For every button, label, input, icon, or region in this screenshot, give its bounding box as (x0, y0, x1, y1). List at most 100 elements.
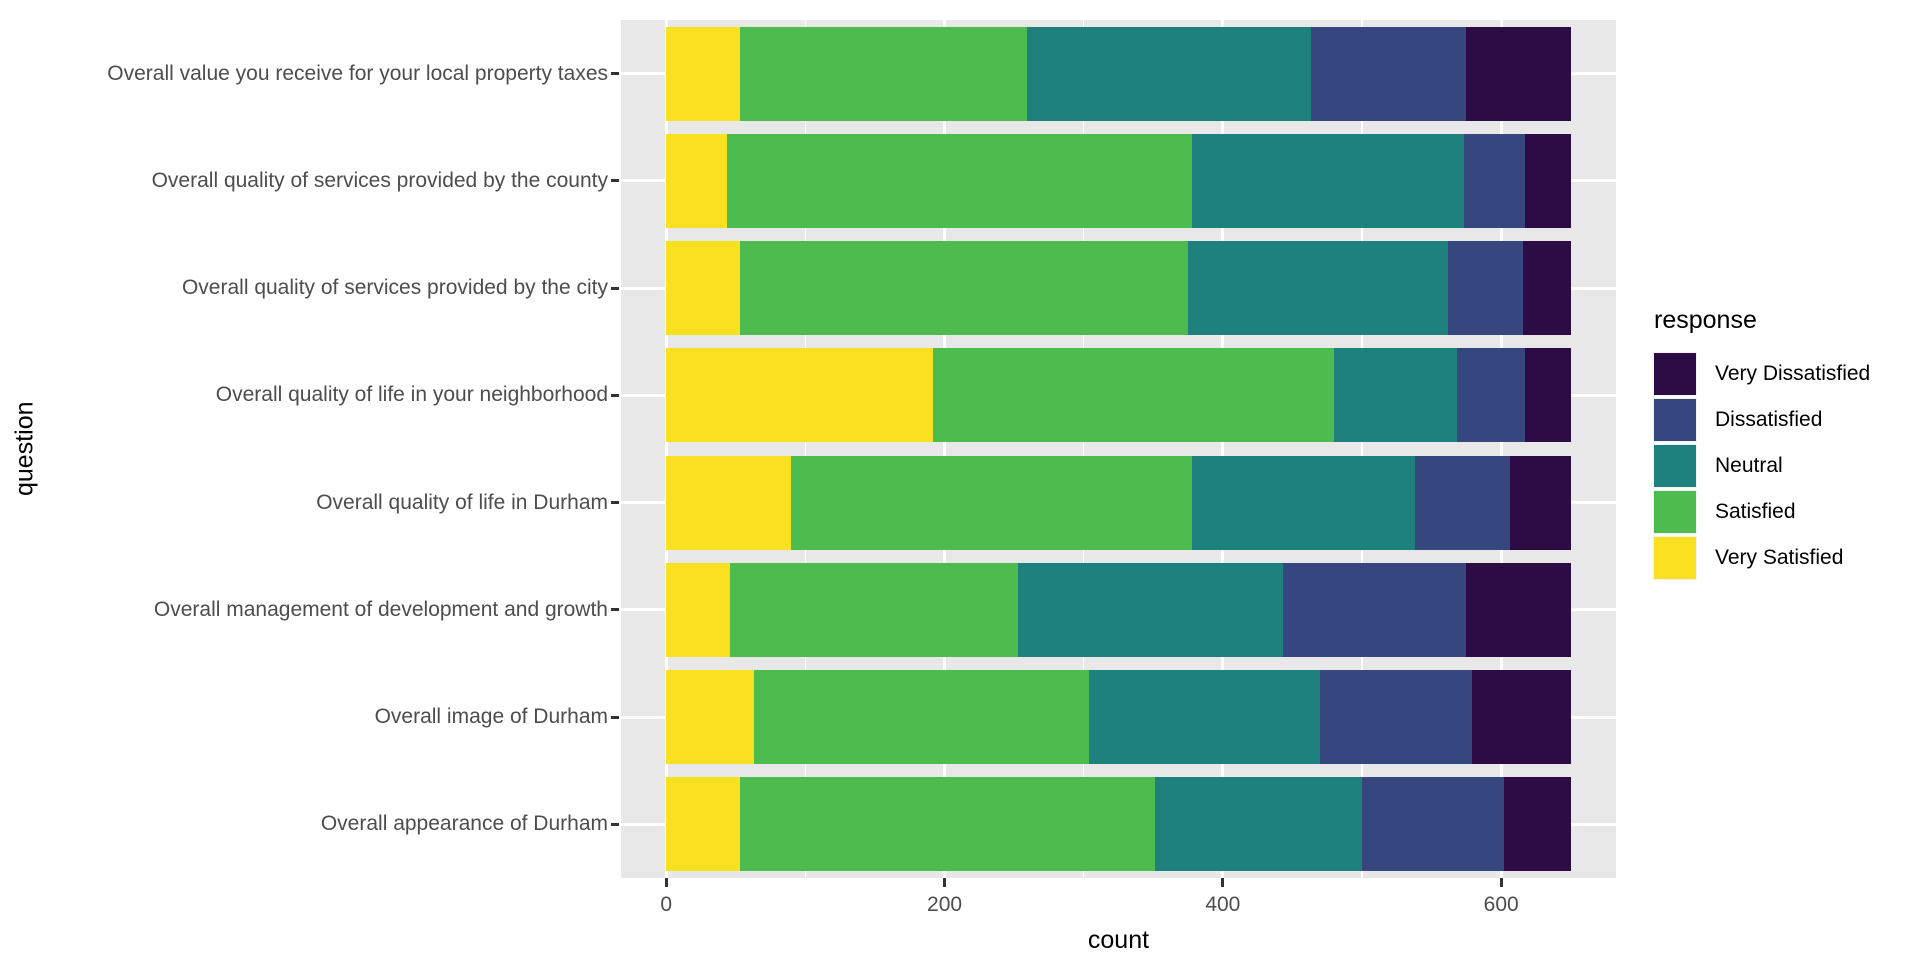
bar-segment-very-dissatisfied (1524, 133, 1571, 228)
bar-segment-very-dissatisfied (1524, 348, 1571, 443)
y-tick-mark-7 (611, 822, 619, 826)
bar-segment-very-satisfied (666, 348, 934, 443)
bar-segment-very-dissatisfied (1466, 26, 1571, 121)
legend-item-neutral: Neutral (1654, 443, 1920, 489)
x-tick-label-200: 200 (927, 893, 963, 916)
major-gridline-x-200 (943, 20, 947, 878)
bar-segment-satisfied (727, 133, 1193, 228)
legend-key-swatch-satisfied (1654, 491, 1696, 533)
legend-item-satisfied: Satisfied (1654, 489, 1920, 535)
bar-segment-very-dissatisfied (1503, 777, 1571, 872)
major-gridline-x-0 (664, 20, 668, 878)
legend-label: Very Dissatisfied (1715, 362, 1871, 385)
bar-segment-dissatisfied (1282, 562, 1467, 657)
bar-segment-very-satisfied (666, 562, 731, 657)
x-axis-title: count (1087, 926, 1150, 954)
legend-label: Dissatisfied (1715, 408, 1823, 431)
bar-row-1 (666, 133, 1571, 228)
bar-segment-satisfied (753, 670, 1090, 765)
legend: response Very Dissatisfied Dissatisfied Ne… (1654, 306, 1920, 581)
bar-segment-neutral (1334, 348, 1457, 443)
bar-segment-very-dissatisfied (1523, 241, 1571, 336)
x-tick-mark-600 (1499, 878, 1503, 887)
bar-segment-satisfied (730, 562, 1019, 657)
bar-row-6 (666, 670, 1571, 765)
bar-segment-satisfied (739, 241, 1189, 336)
legend-key-swatch-very-satisfied (1654, 537, 1696, 579)
y-axis-title: question (10, 401, 39, 497)
bar-segment-neutral (1192, 455, 1415, 550)
bar-segment-dissatisfied (1456, 348, 1525, 443)
bar-segment-very-dissatisfied (1471, 670, 1571, 765)
legend-item-very-satisfied: Very Satisfied (1654, 535, 1920, 581)
legend-items: Very Dissatisfied Dissatisfied Neutral Sati… (1654, 351, 1920, 581)
bar-row-7 (666, 777, 1571, 872)
y-axis-label-4: Overall quality of life in Durham (316, 490, 608, 514)
y-axis-label-2: Overall quality of services provided by … (181, 276, 608, 300)
bar-segment-neutral (1018, 562, 1283, 657)
bar-segment-satisfied (933, 348, 1335, 443)
x-tick-mark-0 (664, 878, 668, 887)
bar-segment-dissatisfied (1448, 241, 1524, 336)
major-gridline-x-400 (1221, 20, 1225, 878)
y-tick-mark-5 (611, 608, 619, 612)
bar-segment-dissatisfied (1463, 133, 1525, 228)
y-tick-mark-3 (611, 393, 619, 397)
bar-segment-very-satisfied (666, 455, 792, 550)
bar-segment-very-dissatisfied (1466, 562, 1571, 657)
legend-key-swatch-neutral (1654, 445, 1696, 487)
bar-segment-neutral (1154, 777, 1362, 872)
legend-label: Very Satisfied (1715, 546, 1844, 569)
legend-key-swatch-dissatisfied (1654, 399, 1696, 441)
legend-item-dissatisfied: Dissatisfied (1654, 397, 1920, 443)
bar-segment-satisfied (739, 777, 1155, 872)
x-tick-label-400: 400 (1205, 893, 1241, 916)
y-tick-mark-4 (611, 501, 619, 505)
bar-segment-satisfied (791, 455, 1193, 550)
y-axis-label-1: Overall quality of services provided by … (151, 168, 608, 192)
bar-row-2 (666, 241, 1571, 336)
plot-panel (621, 20, 1616, 878)
bar-segment-neutral (1192, 133, 1464, 228)
y-tick-mark-0 (611, 72, 619, 76)
legend-label: Neutral (1715, 454, 1783, 477)
bar-row-0 (666, 26, 1571, 121)
bar-segment-dissatisfied (1414, 455, 1510, 550)
legend-title: response (1654, 306, 1757, 334)
legend-label: Satisfied (1715, 500, 1796, 523)
y-axis-label-7: Overall appearance of Durham (320, 812, 608, 836)
bar-segment-dissatisfied (1362, 777, 1504, 872)
bar-segment-neutral (1026, 26, 1311, 121)
bar-segment-very-satisfied (666, 777, 740, 872)
minor-gridline-x-300 (1082, 20, 1085, 878)
x-tick-label-0: 0 (660, 893, 673, 916)
bar-row-5 (666, 562, 1571, 657)
bar-segment-very-satisfied (666, 670, 754, 765)
bar-segment-very-dissatisfied (1509, 455, 1571, 550)
bar-segment-very-satisfied (666, 26, 740, 121)
y-axis-label-0: Overall value you receive for your local… (107, 61, 608, 85)
minor-gridline-x-500 (1361, 20, 1363, 878)
bar-segment-satisfied (739, 26, 1027, 121)
bar-row-4 (666, 455, 1571, 550)
legend-item-very-dissatisfied: Very Dissatisfied (1654, 351, 1920, 397)
y-tick-mark-1 (611, 179, 619, 183)
bar-segment-very-satisfied (666, 241, 740, 336)
y-axis-label-5: Overall management of development and gr… (153, 597, 608, 621)
y-tick-mark-6 (611, 715, 619, 719)
bar-segment-neutral (1089, 670, 1321, 765)
x-tick-mark-200 (943, 878, 947, 887)
minor-gridline-x-100 (804, 20, 807, 878)
y-axis-label-6: Overall image of Durham (374, 705, 608, 729)
x-tick-mark-400 (1221, 878, 1225, 887)
y-tick-mark-2 (611, 286, 619, 290)
bar-segment-neutral (1188, 241, 1449, 336)
major-gridline-x-600 (1499, 20, 1503, 878)
bar-row-3 (666, 348, 1571, 443)
x-tick-label-600: 600 (1483, 893, 1519, 916)
y-axis-label-3: Overall quality of life in your neighbor… (215, 383, 608, 407)
legend-key-swatch-very-dissatisfied (1654, 353, 1696, 395)
bar-segment-dissatisfied (1310, 26, 1467, 121)
bar-segment-very-satisfied (666, 133, 728, 228)
